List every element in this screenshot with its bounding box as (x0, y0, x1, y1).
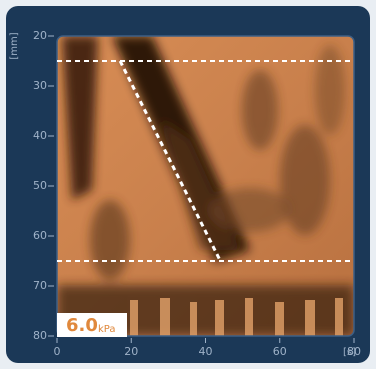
y-tick-label: 80 (33, 329, 47, 342)
y-tick-label: 50 (33, 179, 47, 192)
y-tick-label: 30 (33, 79, 47, 92)
y-axis-label: [mm] (9, 32, 20, 59)
stiffness-value: 6.0 (66, 315, 98, 336)
image (57, 36, 354, 336)
x-tick-label: 40 (199, 345, 213, 358)
y-tick-label: 60 (33, 229, 47, 242)
y-tick-label: 40 (33, 129, 47, 142)
x-tick-label: 60 (273, 345, 287, 358)
y-tick-label: 70 (33, 279, 47, 292)
x-tick-label: 80 (347, 345, 361, 358)
stiffness-unit: kPa (98, 324, 116, 335)
elastography-panel: [mm] [s] 20304050607080020406080 6.0 kPa (0, 0, 376, 369)
x-tick-label: 20 (124, 345, 138, 358)
y-tick-label: 20 (33, 29, 47, 42)
x-tick-label: 0 (54, 345, 61, 358)
